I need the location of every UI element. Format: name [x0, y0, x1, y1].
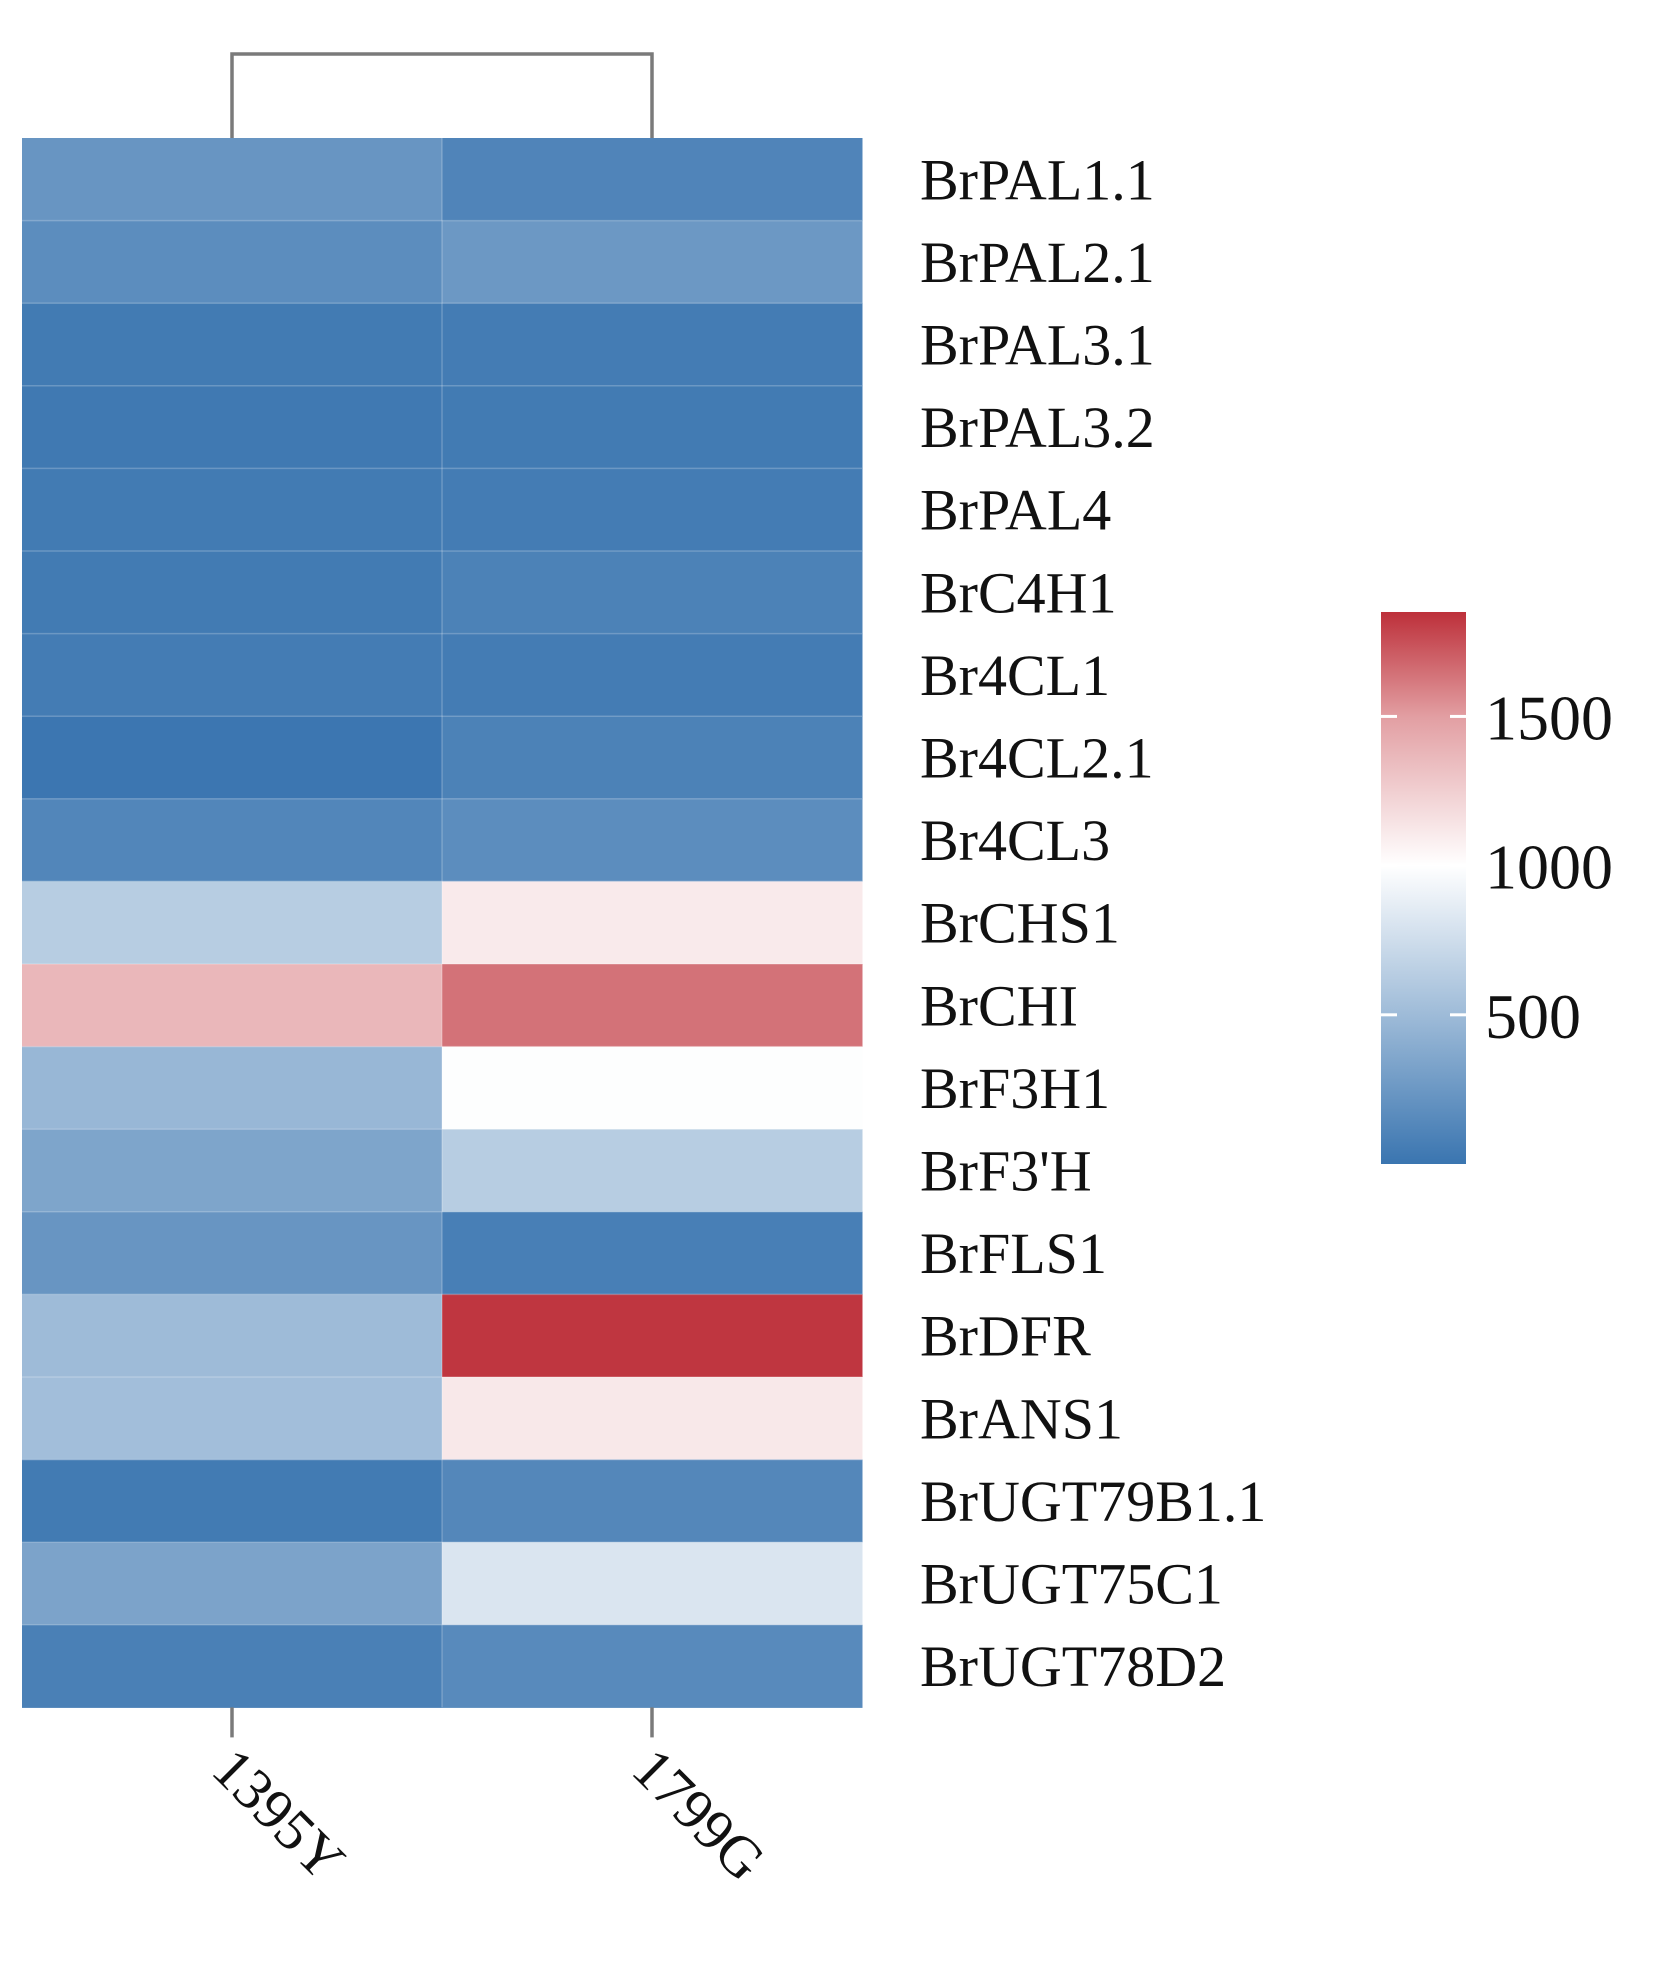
legend-color-bar [1381, 612, 1466, 1164]
row-label: BrCHS1 [920, 891, 1120, 956]
row-label: BrF3'H [920, 1139, 1092, 1204]
heatmap-cell [22, 1294, 443, 1378]
color-legend: 500 1000 1500 [1381, 612, 1613, 1164]
heatmap-cell [442, 220, 863, 304]
heatmap-cell [22, 138, 443, 222]
row-label: BrDFR [920, 1304, 1091, 1369]
heatmap-cell [22, 385, 443, 469]
row-label: Br4CL3 [920, 808, 1110, 873]
heatmap-cell [22, 1211, 443, 1295]
heatmap-cell [22, 1046, 443, 1130]
heatmap-cell [22, 716, 443, 800]
legend-tick-label: 1500 [1485, 682, 1613, 753]
row-label: BrFLS1 [920, 1221, 1107, 1286]
column-label: 1395Y [200, 1736, 358, 1894]
row-label: Br4CL1 [920, 643, 1110, 708]
column-ticks [230, 1707, 654, 1738]
row-label: BrUGT78D2 [920, 1634, 1226, 1699]
row-label: BrC4H1 [920, 560, 1117, 625]
row-label: Br4CL2.1 [920, 726, 1154, 791]
heatmap-cell [442, 1624, 863, 1708]
heatmap-cell [22, 1624, 443, 1708]
heatmap-cell [442, 303, 863, 387]
heatmap-cell [442, 385, 863, 469]
row-label: BrANS1 [920, 1386, 1123, 1451]
heatmap-cell [442, 1211, 863, 1295]
row-label: BrUGT79B1.1 [920, 1469, 1266, 1534]
heatmap-cell [22, 881, 443, 965]
heatmap-cell [442, 716, 863, 800]
row-labels: BrPAL1.1 BrPAL2.1 BrPAL3.1 BrPAL3.2 BrPAL4 Br… [920, 147, 1266, 1699]
heatmap-cell [442, 1129, 863, 1213]
heatmap-cell [442, 881, 863, 965]
heatmap-cell [22, 551, 443, 635]
row-label: BrF3H1 [920, 1056, 1110, 1121]
row-label: BrPAL1.1 [920, 147, 1155, 212]
heatmap-cell [442, 468, 863, 552]
heatmap-cell [22, 798, 443, 882]
heatmap-cell [442, 1294, 863, 1378]
heatmap-cell [442, 1377, 863, 1461]
heatmap-cell [22, 633, 443, 717]
row-label: BrPAL4 [920, 478, 1111, 543]
heatmap-cell [442, 633, 863, 717]
dendrogram-branch [230, 52, 654, 138]
heatmap-cell [22, 1377, 443, 1461]
heatmap-cell [442, 1459, 863, 1543]
heatmap-cell [442, 1046, 863, 1130]
row-label: BrPAL3.2 [920, 395, 1155, 460]
heatmap-cell [22, 468, 443, 552]
legend-tick-label: 1000 [1485, 832, 1613, 903]
heatmap-cell [442, 964, 863, 1048]
row-label: BrUGT75C1 [920, 1552, 1223, 1617]
row-label: BrCHI [920, 973, 1078, 1038]
column-dendrogram [230, 52, 654, 138]
column-label: 1799G [620, 1736, 778, 1894]
heatmap-cell [22, 1129, 443, 1213]
legend-tick-label: 500 [1485, 981, 1581, 1052]
heatmap-cell [442, 551, 863, 635]
heatmap-cell [442, 798, 863, 882]
heatmap-cell [22, 1542, 443, 1626]
row-label: BrPAL3.1 [920, 313, 1155, 378]
heatmap-cell [442, 1542, 863, 1626]
heatmap-cell [22, 220, 443, 304]
cell-grid-lines [22, 138, 862, 1708]
heatmap-cell [442, 138, 863, 222]
row-label: BrPAL2.1 [920, 230, 1155, 295]
heatmap-cell [22, 964, 443, 1048]
heatmap-cell [22, 303, 443, 387]
heatmap-cell [22, 1459, 443, 1543]
column-labels: 1395Y 1799G [200, 1736, 778, 1894]
heatmap-cells [22, 138, 863, 1708]
